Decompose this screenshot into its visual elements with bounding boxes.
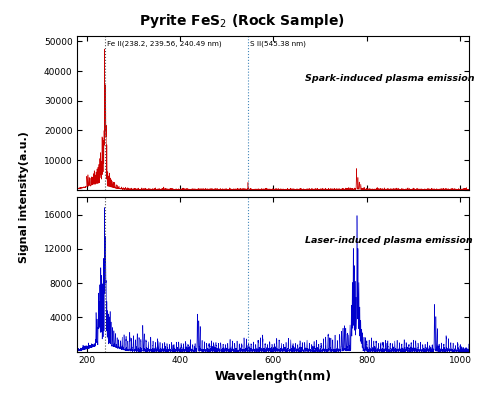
Text: Fe II(238.2, 239.56, 240.49 nm): Fe II(238.2, 239.56, 240.49 nm) <box>107 40 222 47</box>
Text: Pyrite FeS$_2$ (Rock Sample): Pyrite FeS$_2$ (Rock Sample) <box>139 12 345 30</box>
X-axis label: Wavelength(nm): Wavelength(nm) <box>215 370 332 383</box>
Text: Signal intensity(a.u.): Signal intensity(a.u.) <box>19 132 30 263</box>
Text: Spark-induced plasma emission: Spark-induced plasma emission <box>305 74 474 83</box>
Text: Laser-induced plasma emission: Laser-induced plasma emission <box>305 236 472 245</box>
Text: S II(545.38 nm): S II(545.38 nm) <box>250 40 306 47</box>
